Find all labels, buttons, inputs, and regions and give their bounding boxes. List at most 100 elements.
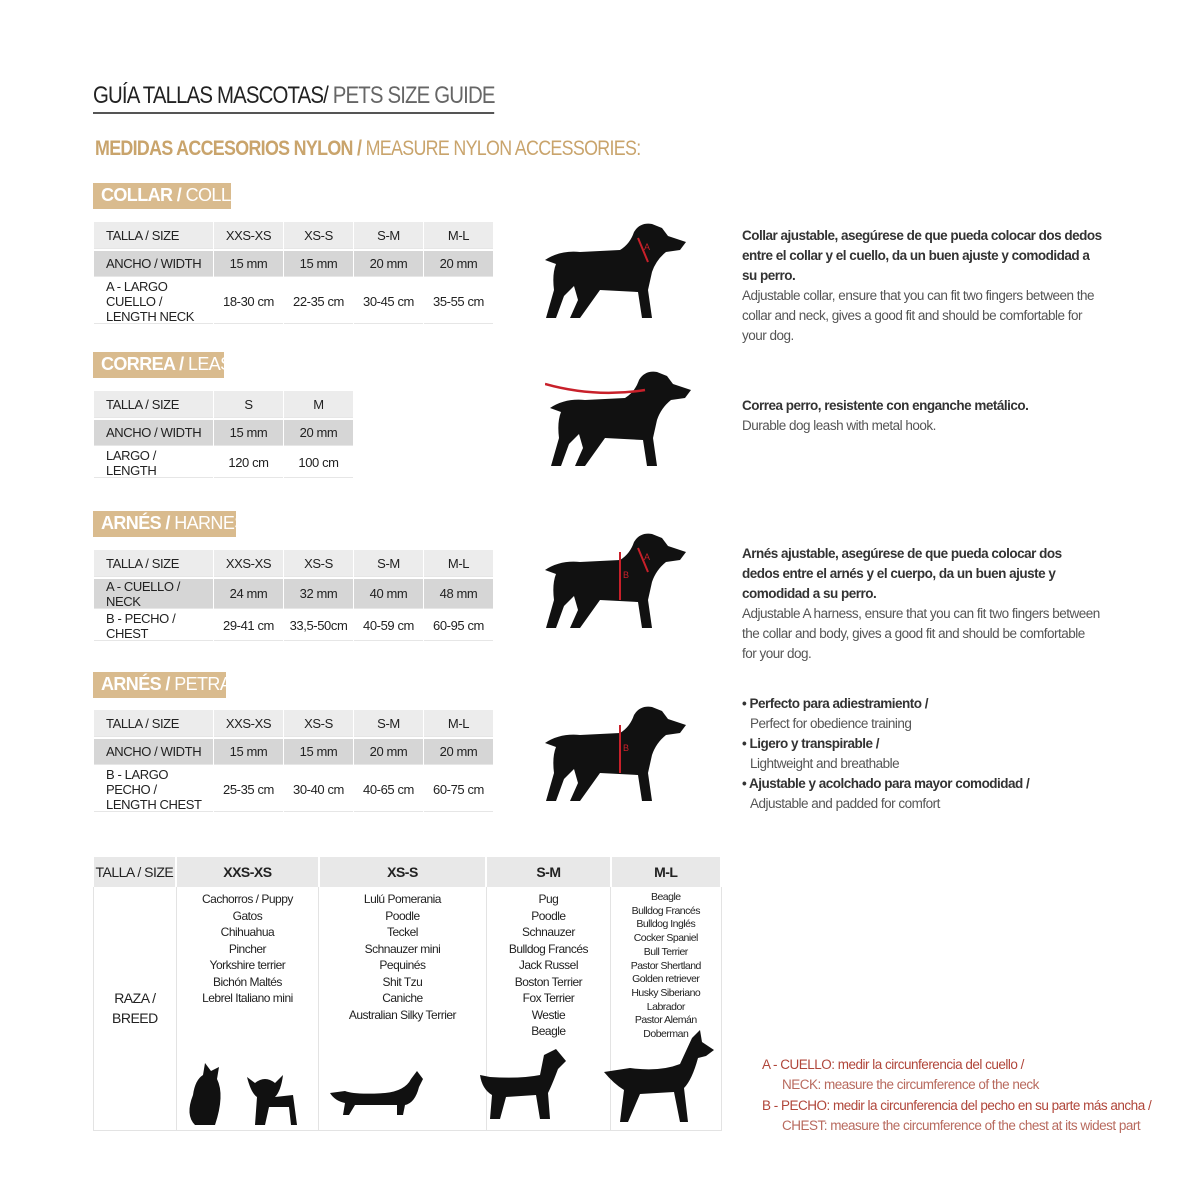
leash-heading: CORREA / LEASH (93, 352, 245, 378)
table-cell: 15 mm (213, 418, 284, 448)
row-label: A - LARGO CUELLO / LENGTH NECK (93, 277, 214, 326)
dog-petral-icon: B (545, 706, 686, 801)
breed-item: Pincher (228, 941, 267, 956)
row-label: ANCHO / WIDTH (93, 249, 214, 279)
table-cell: 22-35 cm (283, 277, 354, 326)
leash-description: Correa perro, resistente con enganche me… (742, 398, 1029, 433)
schnauzer-icon (480, 1049, 566, 1119)
table-cell: 100 cm (283, 446, 354, 480)
row-label: TALLA / SIZE (93, 709, 214, 739)
collar-description: Collar ajustable, asegúrese de que pueda… (742, 228, 1102, 343)
breed-item: Schnauzer mini (364, 941, 441, 956)
dog-leash-icon (545, 371, 691, 466)
table-cell: S (213, 390, 284, 420)
harness-size-table: TALLA / SIZE XXS-XS XS-S S-M M-L A - CUELLO /… (93, 549, 494, 643)
row-label: B - LARGO PECHO / LENGTH CHEST (93, 765, 214, 814)
row-label: A - CUELLO / NECK (93, 577, 214, 611)
table-cell: 15 mm (283, 737, 354, 767)
collar-heading: COLLAR / COLLAR (93, 183, 255, 209)
table-cell: 24 mm (213, 577, 284, 611)
table-cell: M-L (423, 709, 494, 739)
breed-item: Boston Terrier (514, 974, 583, 989)
table-cell: 60-95 cm (423, 609, 494, 643)
dachshund-icon (330, 1071, 423, 1115)
breed-item: Pug (538, 892, 559, 906)
table-cell: 30-45 cm (353, 277, 424, 326)
table-cell: XXS-XS (213, 709, 284, 739)
breed-item: Gatos (232, 908, 263, 923)
table-row: TALLA / SIZE XXS-XS XS-S S-M M-L (93, 709, 494, 739)
table-cell: 40-65 cm (353, 765, 424, 814)
dog-collar-icon: A (545, 223, 686, 318)
table-cell: XS-S (283, 221, 354, 251)
table-cell: 20 mm (423, 249, 494, 279)
table-row: B - PECHO / CHEST 29-41 cm 33,5-50cm 40-59 … (93, 609, 494, 643)
breed-item: Bulldog Francés (508, 941, 589, 956)
row-label: TALLA / SIZE (93, 390, 214, 420)
breed-item: Bull Terrier (643, 945, 689, 958)
svg-text:B: B (623, 743, 629, 753)
petral-features: • Perfecto para adiestramiento / Perfect … (742, 696, 1030, 811)
breed-item: Shit Tzu (382, 974, 423, 989)
breed-header-s-m: S-M (486, 857, 612, 887)
breed-item: Pastor Shertland (630, 959, 702, 972)
page-title: GUÍA TALLAS MASCOTAS/ PETS SIZE GUIDE (93, 82, 495, 114)
breed-item: Bichón Maltés (213, 974, 282, 989)
doberman-icon (604, 1030, 714, 1122)
table-cell: 20 mm (283, 418, 354, 448)
breed-item: Chihuahua (220, 925, 275, 939)
breed-item: Labrador (646, 1000, 686, 1013)
breed-item: Poodle (385, 908, 420, 923)
breed-item: Fox Terrier (522, 991, 575, 1005)
breed-item: Cocker Spaniel (633, 932, 699, 945)
row-label: TALLA / SIZE (93, 549, 214, 579)
collar-size-table: TALLA / SIZE XXS-XS XS-S S-M M-L ANCHO / WIDT… (93, 221, 494, 326)
row-label: ANCHO / WIDTH (93, 418, 214, 448)
breed-item: Poodle (531, 908, 566, 923)
breed-item: Westie (531, 1007, 566, 1022)
svg-text:B: B (623, 570, 629, 580)
table-row: ANCHO / WIDTH 15 mm 20 mm (93, 418, 354, 448)
breed-item: Pequinés (379, 958, 426, 972)
table-row: A - LARGO CUELLO / LENGTH NECK 18-30 cm 22… (93, 277, 494, 326)
breed-item: Jack Russel (518, 958, 579, 972)
breed-item: Lulú Pomerania (363, 892, 442, 906)
table-cell: 15 mm (213, 737, 284, 767)
table-row: TALLA / SIZE S M (93, 390, 354, 420)
table-cell: S-M (353, 549, 424, 579)
table-cell: 30-40 cm (283, 765, 354, 814)
table-cell: XXS-XS (213, 549, 284, 579)
table-row: ANCHO / WIDTH 15 mm 15 mm 20 mm 20 mm (93, 737, 494, 767)
breed-item: Golden retriever (632, 973, 700, 986)
table-row: TALLA / SIZE XXS-XS XS-S S-M M-L (93, 549, 494, 579)
table-cell: 48 mm (423, 577, 494, 611)
harness-heading: ARNÉS / HARNESS (93, 511, 258, 537)
dog-harness-icon: AB (545, 533, 686, 628)
table-cell: S-M (353, 709, 424, 739)
table-cell: M (283, 390, 354, 420)
breed-row-label: RAZA / BREED (93, 887, 177, 1131)
breed-header-xs-s: XS-S (318, 857, 488, 887)
breed-item: Husky Siberiano (631, 986, 701, 999)
table-cell: 60-75 cm (423, 765, 494, 814)
breed-header-xxs-xs: XXS-XS (176, 857, 320, 887)
breed-item: Beagle (650, 891, 681, 903)
table-cell: 20 mm (353, 249, 424, 279)
table-row: B - LARGO PECHO / LENGTH CHEST 25-35 cm 30… (93, 765, 494, 814)
table-cell: 40 mm (353, 577, 424, 611)
table-row: LARGO / LENGTH 120 cm 100 cm (93, 446, 354, 480)
row-label: B - PECHO / CHEST (93, 609, 214, 643)
table-cell: 40-59 cm (353, 609, 424, 643)
svg-text:A: A (644, 552, 650, 562)
breed-item: Teckel (386, 925, 419, 939)
row-label: ANCHO / WIDTH (93, 737, 214, 767)
breed-size-table: TALLA / SIZE XXS-XS XS-S S-M M-L RAZA / … (93, 857, 723, 1131)
harness-description: Arnés ajustable, asegúrese de que pueda … (742, 546, 1100, 661)
breed-item: Pastor Alemán (634, 1014, 697, 1027)
table-cell: XS-S (283, 709, 354, 739)
breed-item: Yorkshire terrier (209, 958, 286, 972)
petral-heading: ARNÉS / PETRAL (93, 672, 241, 698)
svg-text:A: A (644, 242, 650, 252)
breed-header-m-l: M-L (610, 857, 723, 887)
table-cell: XS-S (283, 549, 354, 579)
